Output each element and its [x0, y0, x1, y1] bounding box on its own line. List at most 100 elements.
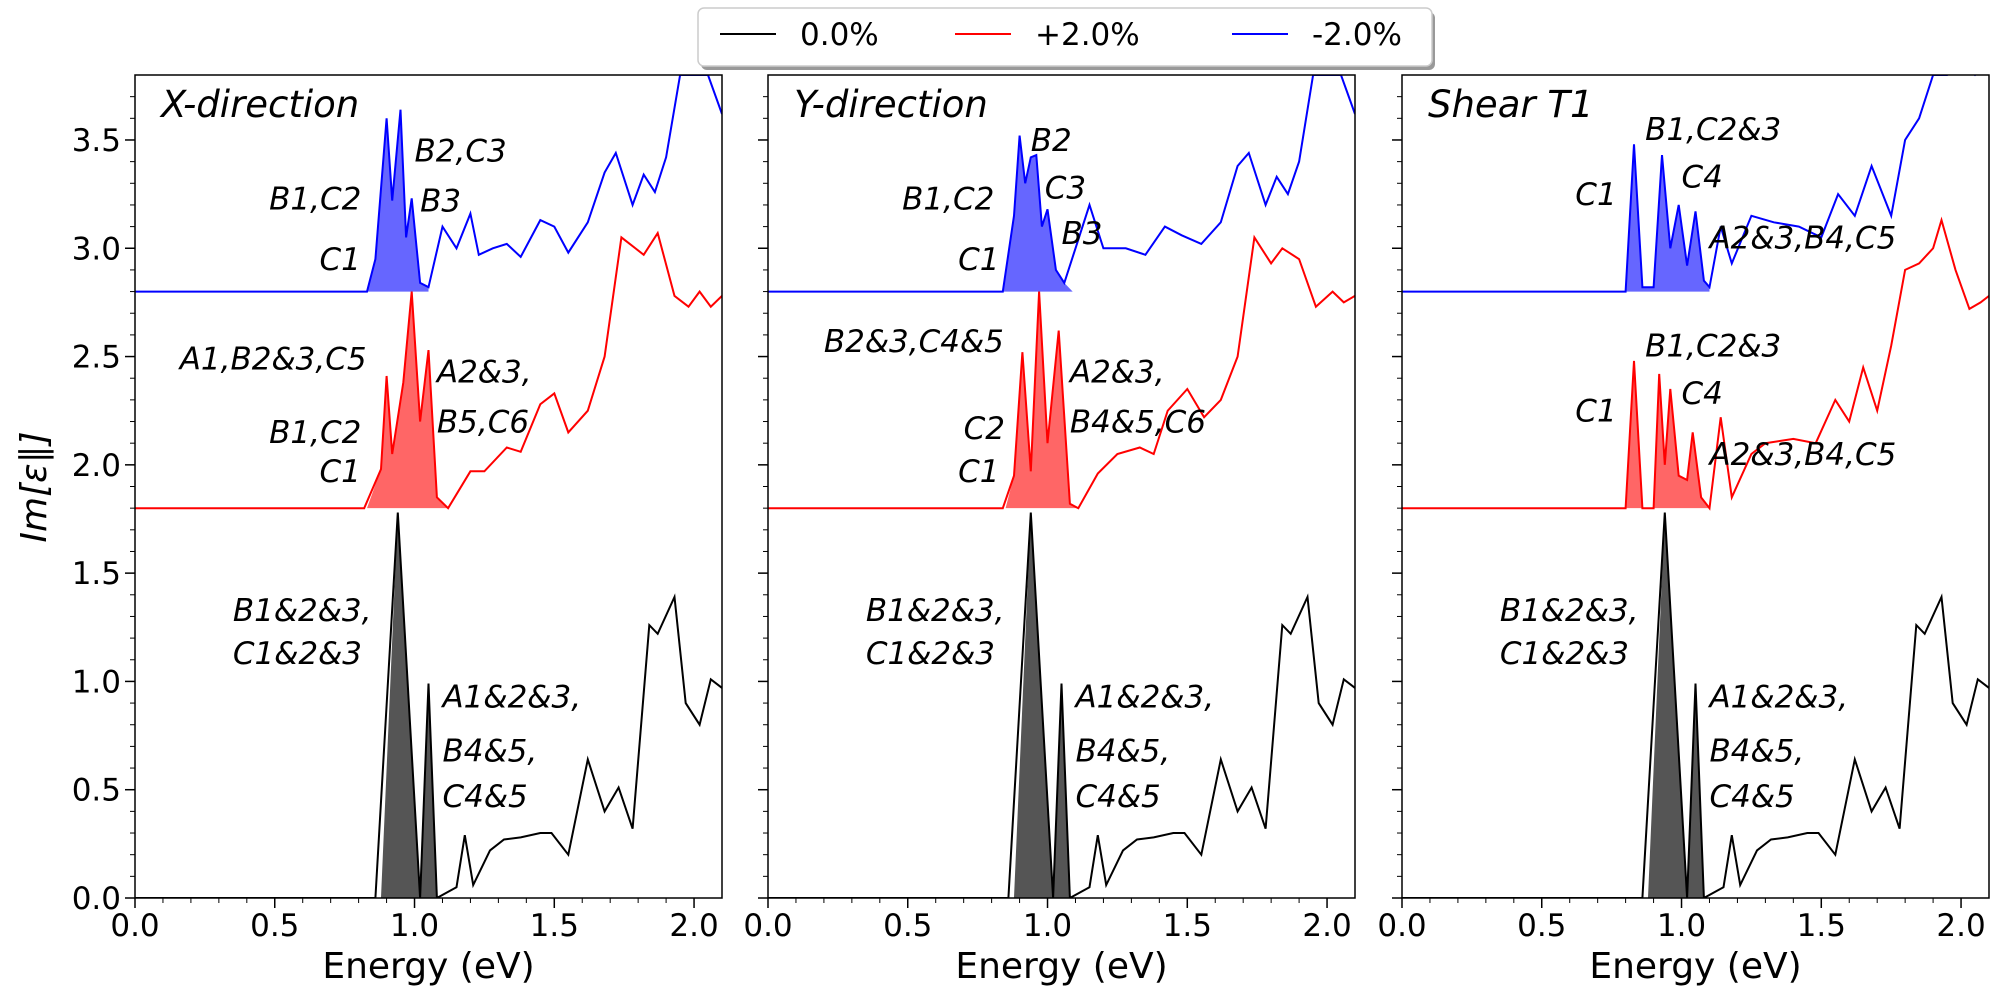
panel-title: Y-direction — [794, 83, 988, 126]
annotation: C3 — [1045, 170, 1086, 206]
x-tick-label: 2.0 — [1302, 908, 1351, 944]
annotation: A2&3, — [1068, 355, 1165, 391]
annotation: B1,C2 — [902, 181, 994, 217]
panel-2: 0.0 0.5 1.0 1.5 2.0 Energy (eV) Shear T1 C1 B1,C… — [1377, 74, 1990, 987]
panel-1: 0.0 0.5 1.0 1.5 2.0 Energy (eV) Y-direction C1 C… — [743, 74, 1356, 987]
series-line-0.0% — [1402, 512, 1989, 898]
x-tick-label: 0.5 — [1517, 908, 1566, 944]
panels: 0.0 0.5 1.0 1.5 2.0 0.0 0.5 1.0 1.5 2.0 2.5 3.0 3.5 E… — [72, 74, 1990, 987]
x-tick-label: 0.5 — [250, 908, 299, 944]
series-fill-0.0% — [1013, 512, 1082, 898]
annotation: A1&2&3, — [1073, 679, 1214, 715]
series-fill-0.0% — [380, 512, 449, 898]
annotation: C1 — [1575, 394, 1616, 430]
annotation: C1 — [319, 242, 360, 278]
y-tick-label: 1.5 — [72, 556, 121, 592]
plot-area — [1402, 75, 1989, 898]
annotation: C2 — [964, 411, 1005, 447]
annotation: A1&2&3, — [440, 679, 581, 715]
y-tick-label: 0.0 — [72, 881, 121, 917]
plot-area — [768, 75, 1355, 898]
y-tick-label: 3.5 — [72, 123, 121, 159]
legend-box — [697, 7, 1433, 67]
annotation: B4&5, — [1075, 734, 1170, 770]
series-line--2.0% — [768, 75, 1355, 293]
series-line--2.0% — [1402, 75, 1977, 293]
annotation: B1&2&3, — [866, 593, 1005, 629]
annotation: A2&3, — [435, 355, 532, 391]
annotation: B1,C2 — [269, 415, 361, 451]
annotation: C1 — [958, 242, 999, 278]
annotation: C4 — [1682, 376, 1723, 412]
annotation: C4 — [1682, 160, 1723, 196]
annotation: C1 — [319, 454, 360, 490]
y-tick-label: 0.5 — [72, 773, 121, 809]
annotation: B1,C2&3 — [1645, 112, 1781, 148]
annotation: C4&5 — [442, 779, 527, 815]
series-fill--2.0% — [367, 109, 429, 292]
y-tick-label: 1.0 — [72, 664, 121, 700]
x-tick-label: 1.5 — [1163, 908, 1212, 944]
series-line-0.0% — [135, 512, 722, 898]
legend-entry-label: +2.0% — [1035, 17, 1140, 53]
annotation: C4&5 — [1075, 779, 1160, 815]
panel-0: 0.0 0.5 1.0 1.5 2.0 0.0 0.5 1.0 1.5 2.0 2.5 3.0 3.5 E… — [72, 74, 723, 987]
x-tick-label: 2.0 — [1936, 908, 1985, 944]
annotation: B1,C2&3 — [1645, 329, 1781, 365]
annotation: B4&5, — [442, 734, 537, 770]
annotation: B1&2&3, — [1500, 593, 1639, 629]
annotation: B4&5,C6 — [1070, 404, 1206, 440]
annotation: B3 — [1062, 216, 1103, 252]
x-axis-label: Energy (eV) — [955, 946, 1167, 987]
x-tick-label: 1.0 — [1023, 908, 1072, 944]
series-line--2.0% — [135, 75, 722, 293]
x-tick-label: 0.0 — [110, 908, 159, 944]
x-tick-label: 0.5 — [883, 908, 932, 944]
x-axis-label: Energy (eV) — [1589, 946, 1801, 987]
x-tick-label: 2.0 — [669, 908, 718, 944]
annotation: B1&2&3, — [233, 593, 372, 629]
x-tick-label: 1.5 — [530, 908, 579, 944]
y-tick-label: 2.0 — [72, 448, 121, 484]
y-tick-label: 2.5 — [72, 340, 121, 376]
series-fill-0.0% — [1647, 512, 1716, 898]
legend: 0.0% +2.0% -2.0% — [697, 7, 1435, 70]
annotation: B1,C2 — [269, 181, 361, 217]
annotation: C1&2&3 — [233, 636, 362, 672]
series-fill-+2.0% — [1005, 291, 1079, 509]
annotation: B4&5, — [1709, 734, 1804, 770]
x-tick-label: 1.0 — [390, 908, 439, 944]
series-line-+2.0% — [768, 234, 1355, 510]
x-tick-label: 0.0 — [1377, 908, 1426, 944]
annotation: A2&3,B4,C5 — [1707, 437, 1896, 473]
annotation: B3 — [420, 183, 461, 219]
annotation: C1 — [958, 454, 999, 490]
annotation: C1 — [1575, 177, 1616, 213]
annotation: B5,C6 — [437, 404, 529, 440]
panel-title: X-direction — [159, 83, 359, 126]
x-axis-label: Energy (eV) — [322, 946, 534, 987]
series-fill-+2.0% — [367, 291, 449, 509]
x-tick-label: 1.5 — [1797, 908, 1846, 944]
x-tick-label: 1.0 — [1657, 908, 1706, 944]
annotation: A1,B2&3,C5 — [178, 342, 367, 378]
annotation: A1&2&3, — [1707, 679, 1848, 715]
y-tick-label: 3.0 — [72, 231, 121, 267]
panel-title: Shear T1 — [1428, 83, 1594, 126]
series-line-0.0% — [768, 512, 1355, 898]
plot-area — [135, 75, 722, 898]
annotation: C1&2&3 — [1500, 636, 1629, 672]
annotation: C4&5 — [1709, 779, 1794, 815]
series-line-+2.0% — [1402, 216, 1989, 511]
y-axis-label: Im[ε∥] — [14, 431, 55, 542]
series-line-+2.0% — [135, 230, 722, 510]
annotation: B2&3,C4&5 — [824, 324, 1004, 360]
annotation: A2&3,B4,C5 — [1707, 220, 1896, 256]
legend-entry-label: 0.0% — [800, 17, 879, 53]
annotation: B2,C3 — [415, 134, 507, 170]
series-fill--2.0% — [1002, 135, 1073, 292]
annotation: C1&2&3 — [866, 636, 995, 672]
x-tick-label: 0.0 — [743, 908, 792, 944]
legend-entry-label: -2.0% — [1312, 17, 1402, 53]
